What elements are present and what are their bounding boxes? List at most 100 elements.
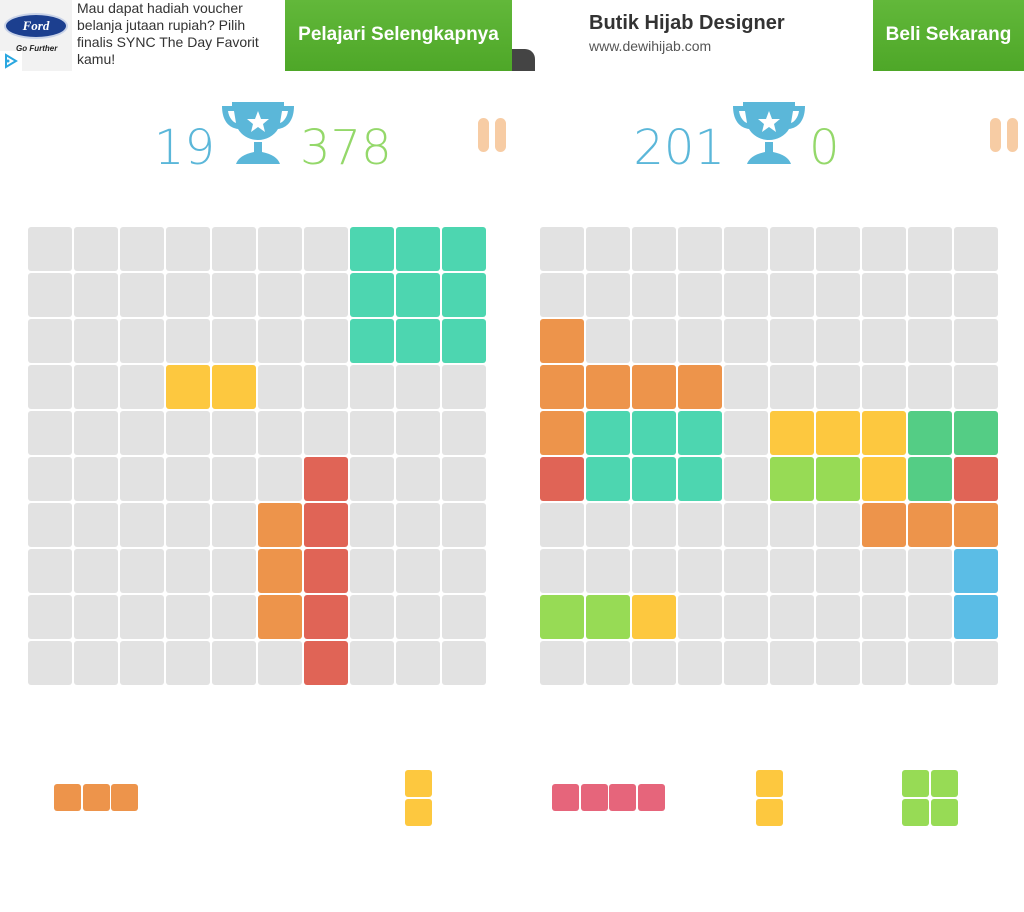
board-cell-empty[interactable] <box>724 641 768 685</box>
board-cell-filled[interactable] <box>396 319 440 363</box>
tray-piece-cell[interactable] <box>82 784 110 811</box>
board-cell-empty[interactable] <box>74 595 118 639</box>
board-cell-empty[interactable] <box>74 227 118 271</box>
board-cell-empty[interactable] <box>442 549 486 593</box>
board-cell-filled[interactable] <box>954 411 998 455</box>
board-cell-empty[interactable] <box>212 411 256 455</box>
board-cell-empty[interactable] <box>862 641 906 685</box>
board-cell-empty[interactable] <box>212 503 256 547</box>
board-cell-empty[interactable] <box>396 503 440 547</box>
board-cell-empty[interactable] <box>862 319 906 363</box>
board-cell-empty[interactable] <box>28 503 72 547</box>
board-cell-empty[interactable] <box>632 273 676 317</box>
board-cell-filled[interactable] <box>770 411 814 455</box>
board-cell-filled[interactable] <box>954 549 998 593</box>
board-cell-empty[interactable] <box>396 457 440 501</box>
board-cell-filled[interactable] <box>442 227 486 271</box>
board-cell-empty[interactable] <box>28 365 72 409</box>
board-cell-empty[interactable] <box>212 273 256 317</box>
board-cell-empty[interactable] <box>258 319 302 363</box>
board-cell-empty[interactable] <box>908 273 952 317</box>
adchoices-icon[interactable] <box>0 51 22 71</box>
board-cell-empty[interactable] <box>442 503 486 547</box>
board-cell-empty[interactable] <box>862 595 906 639</box>
board-cell-empty[interactable] <box>632 503 676 547</box>
ad-buy-now-button[interactable]: Beli Sekarang <box>873 0 1024 71</box>
board-cell-empty[interactable] <box>120 549 164 593</box>
board-cell-empty[interactable] <box>724 503 768 547</box>
board-cell-empty[interactable] <box>350 411 394 455</box>
board-cell-empty[interactable] <box>120 273 164 317</box>
board-cell-empty[interactable] <box>74 273 118 317</box>
board-cell-empty[interactable] <box>540 641 584 685</box>
board-cell-empty[interactable] <box>166 595 210 639</box>
tray-piece-cell[interactable] <box>756 770 783 797</box>
board-cell-empty[interactable] <box>396 549 440 593</box>
board-cell-filled[interactable] <box>632 595 676 639</box>
board-cell-filled[interactable] <box>954 595 998 639</box>
board-cell-empty[interactable] <box>28 319 72 363</box>
board-cell-empty[interactable] <box>166 227 210 271</box>
board-cell-empty[interactable] <box>770 227 814 271</box>
board-cell-empty[interactable] <box>770 273 814 317</box>
board-cell-empty[interactable] <box>632 319 676 363</box>
board-cell-empty[interactable] <box>258 411 302 455</box>
tray-piece-cell[interactable] <box>609 784 636 811</box>
board-cell-empty[interactable] <box>678 319 722 363</box>
board-cell-filled[interactable] <box>166 365 210 409</box>
tray-piece-cell[interactable] <box>54 784 81 811</box>
board-cell-empty[interactable] <box>28 595 72 639</box>
board-cell-empty[interactable] <box>586 503 630 547</box>
board-cell-empty[interactable] <box>724 411 768 455</box>
board-cell-empty[interactable] <box>862 549 906 593</box>
board-cell-empty[interactable] <box>74 411 118 455</box>
board-cell-empty[interactable] <box>350 365 394 409</box>
board-cell-filled[interactable] <box>350 273 394 317</box>
board-cell-filled[interactable] <box>632 411 676 455</box>
board-cell-empty[interactable] <box>120 319 164 363</box>
board-cell-empty[interactable] <box>442 457 486 501</box>
tray-piece-cell[interactable] <box>580 784 608 811</box>
board-cell-filled[interactable] <box>304 457 348 501</box>
board-cell-empty[interactable] <box>540 273 584 317</box>
board-cell-empty[interactable] <box>258 273 302 317</box>
board-cell-empty[interactable] <box>908 549 952 593</box>
board-cell-filled[interactable] <box>908 503 952 547</box>
board-cell-empty[interactable] <box>212 457 256 501</box>
board-cell-filled[interactable] <box>258 595 302 639</box>
board-cell-empty[interactable] <box>816 319 860 363</box>
game-board[interactable] <box>28 227 488 687</box>
board-cell-empty[interactable] <box>632 641 676 685</box>
board-cell-empty[interactable] <box>212 549 256 593</box>
board-cell-filled[interactable] <box>350 227 394 271</box>
tray-piece-cell[interactable] <box>637 784 665 811</box>
board-cell-empty[interactable] <box>166 457 210 501</box>
board-cell-empty[interactable] <box>258 641 302 685</box>
board-cell-filled[interactable] <box>632 365 676 409</box>
board-cell-filled[interactable] <box>350 319 394 363</box>
board-cell-empty[interactable] <box>396 595 440 639</box>
board-cell-filled[interactable] <box>540 319 584 363</box>
tray-piece-cell[interactable] <box>552 784 579 811</box>
board-cell-filled[interactable] <box>954 457 998 501</box>
board-cell-empty[interactable] <box>28 411 72 455</box>
board-cell-empty[interactable] <box>120 365 164 409</box>
board-cell-filled[interactable] <box>586 365 630 409</box>
board-cell-empty[interactable] <box>350 595 394 639</box>
board-cell-empty[interactable] <box>120 457 164 501</box>
board-cell-empty[interactable] <box>120 411 164 455</box>
board-cell-empty[interactable] <box>724 457 768 501</box>
board-cell-filled[interactable] <box>862 503 906 547</box>
board-cell-filled[interactable] <box>396 227 440 271</box>
board-cell-empty[interactable] <box>212 595 256 639</box>
board-cell-empty[interactable] <box>28 273 72 317</box>
board-cell-empty[interactable] <box>908 365 952 409</box>
board-cell-empty[interactable] <box>442 641 486 685</box>
board-cell-empty[interactable] <box>28 457 72 501</box>
board-cell-empty[interactable] <box>678 503 722 547</box>
board-cell-empty[interactable] <box>954 319 998 363</box>
board-cell-empty[interactable] <box>954 365 998 409</box>
tray-piece-cell[interactable] <box>902 770 929 797</box>
board-cell-empty[interactable] <box>74 641 118 685</box>
board-cell-empty[interactable] <box>442 365 486 409</box>
